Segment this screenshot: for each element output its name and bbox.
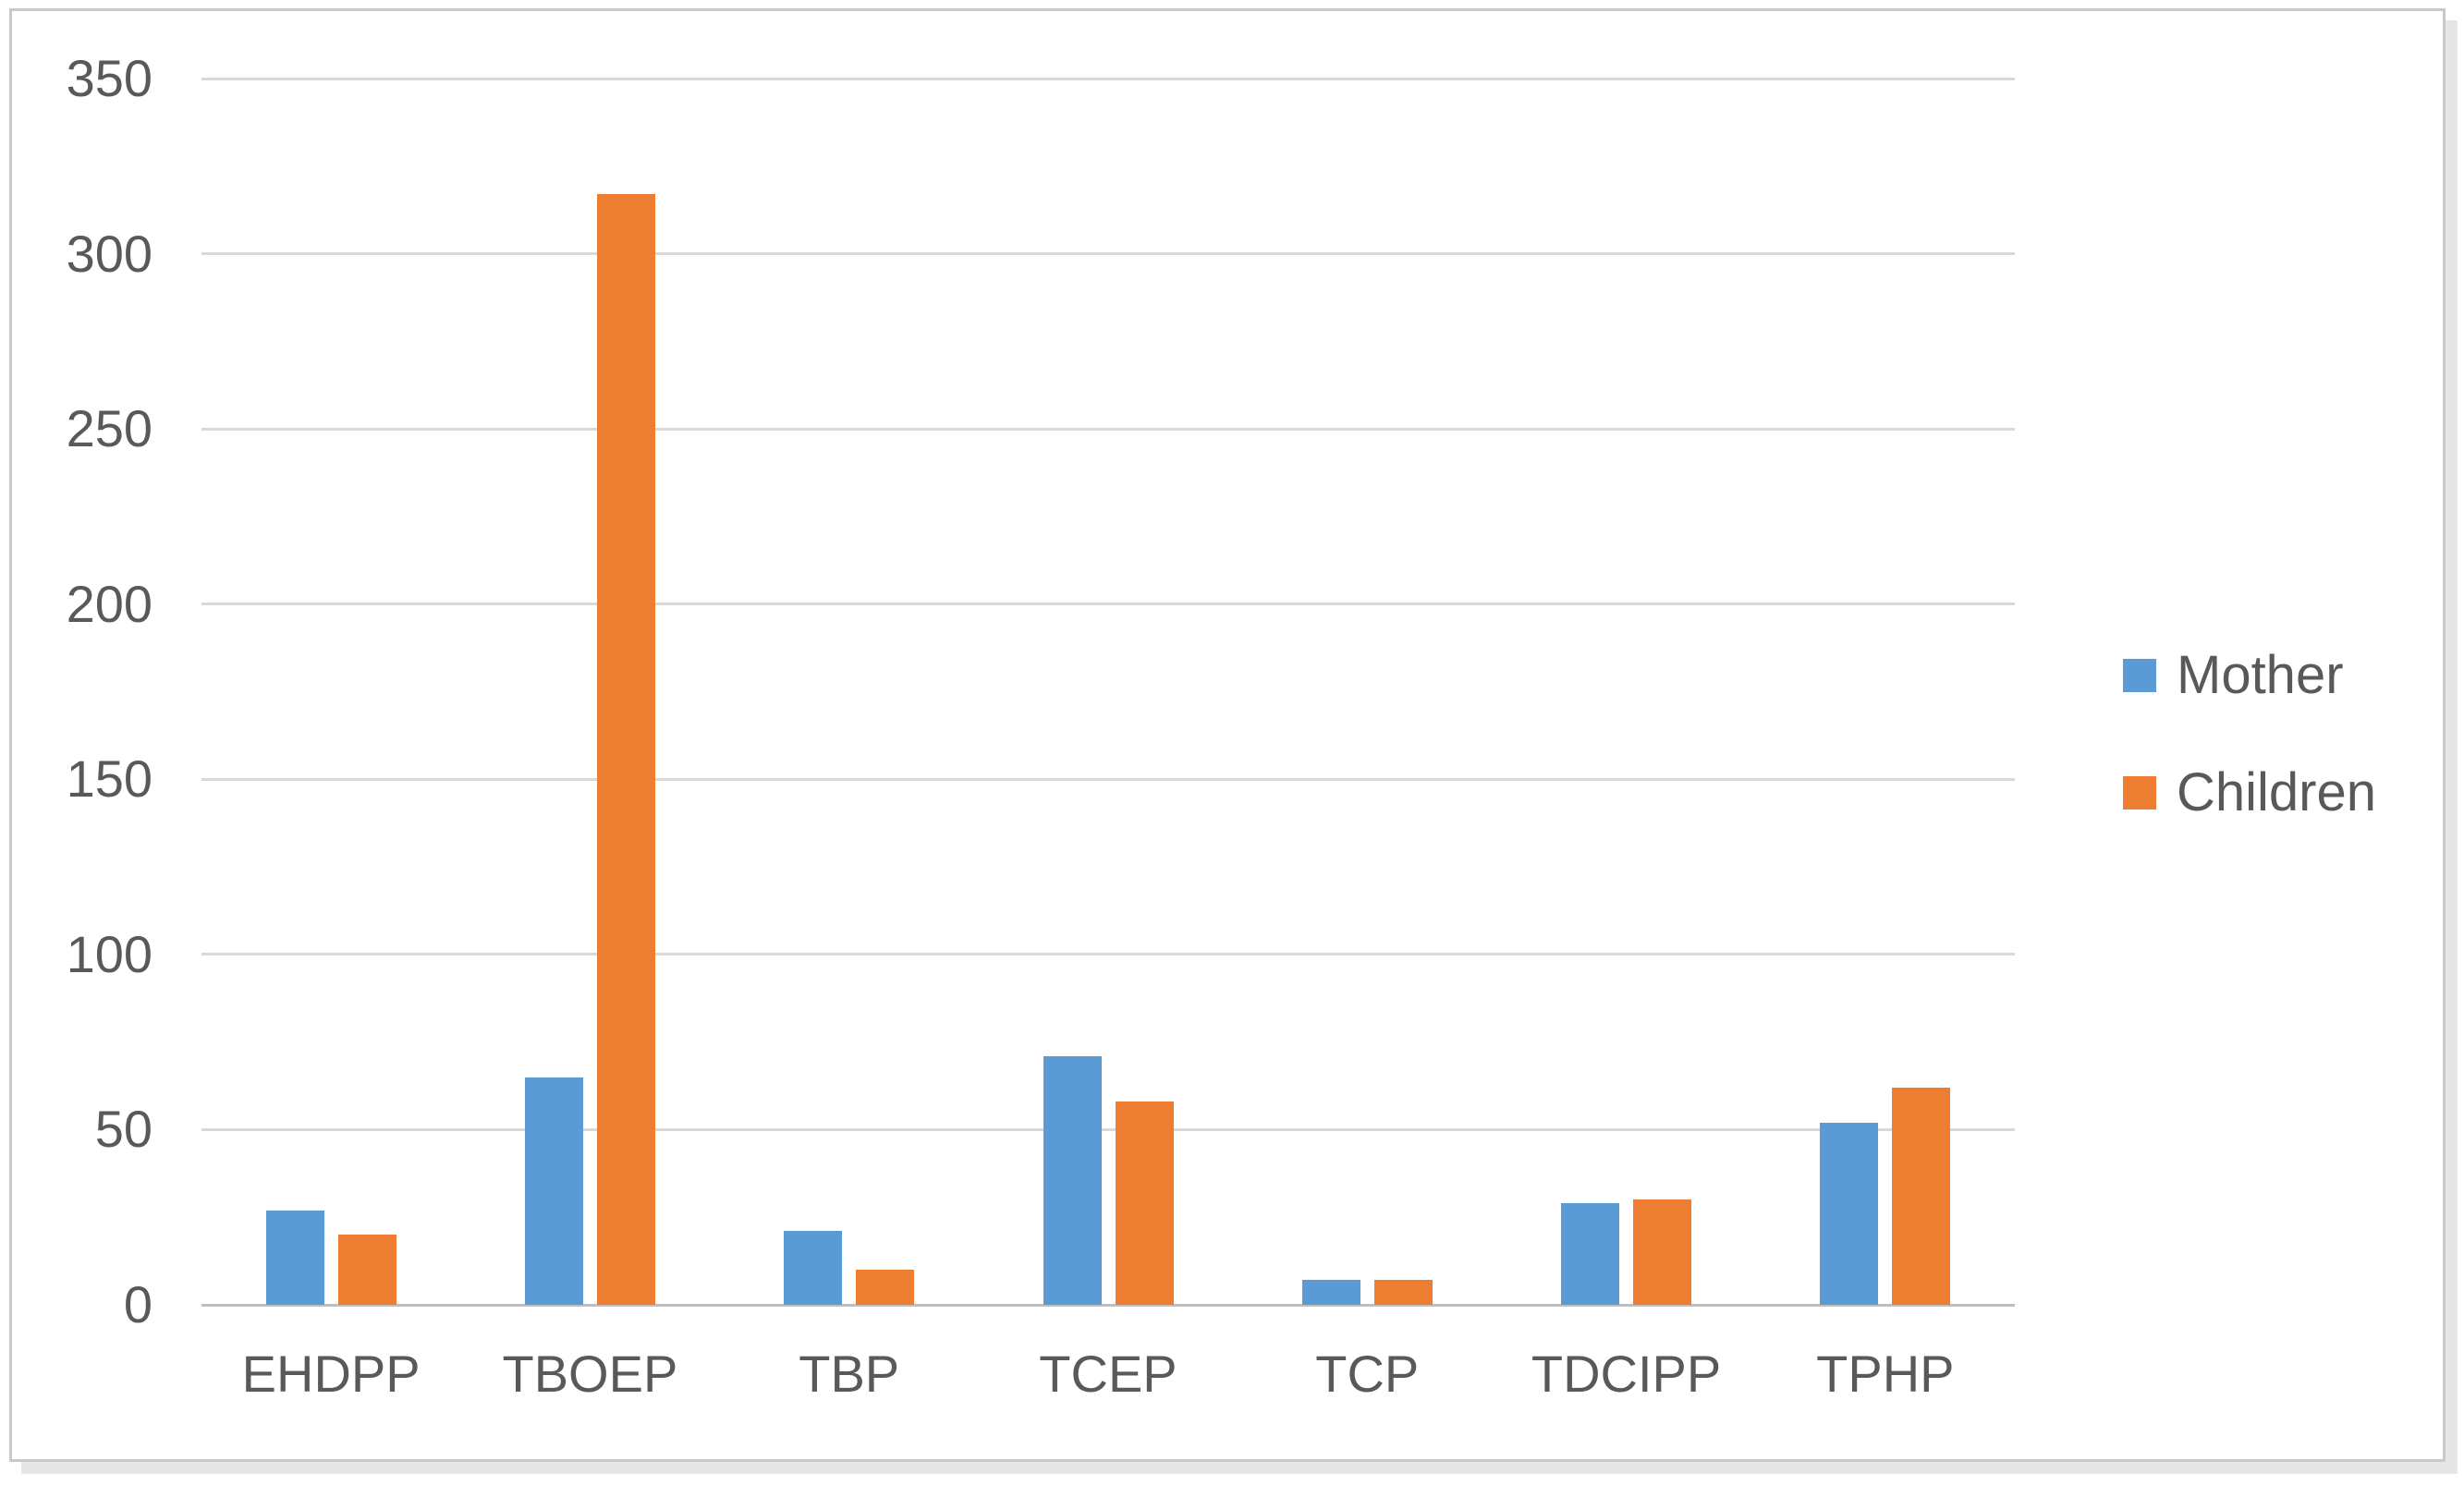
bar-children-TCP [1373, 1280, 1433, 1305]
legend: Mother Children [2123, 645, 2376, 822]
y-tick-label-0: 0 [123, 1275, 152, 1333]
x-axis-label-TBP: TBP [799, 1345, 900, 1403]
gridline-200 [201, 603, 2015, 606]
y-tick-label-150: 150 [66, 749, 152, 809]
y-tick-label-300: 300 [66, 224, 152, 283]
bar-children-TBP [856, 1270, 915, 1305]
y-tick-label-250: 250 [66, 399, 152, 458]
x-axis-label-EHDPP: EHDPP [241, 1345, 421, 1403]
chart-frame [9, 8, 2446, 1462]
bar-children-EHDPP [337, 1235, 396, 1305]
gridline-250 [201, 427, 2015, 431]
bar-mother-EHDPP [265, 1210, 324, 1305]
y-tick-label-100: 100 [66, 924, 152, 983]
bar-children-TDCIPP [1633, 1199, 1692, 1305]
bar-mother-TDCIPP [1561, 1203, 1620, 1305]
children-series-swatch [2123, 776, 2156, 809]
x-axis-label-TBOEP: TBOEP [502, 1345, 678, 1403]
x-axis-label-TCP: TCP [1315, 1345, 1420, 1403]
gridline-350 [201, 77, 2015, 80]
x-axis-line [201, 1303, 2015, 1307]
gridline-50 [201, 1127, 2015, 1131]
x-axis-label-TPHP: TPHP [1816, 1345, 1955, 1403]
gridline-300 [201, 252, 2015, 256]
gridline-150 [201, 777, 2015, 781]
bar-mother-TBOEP [524, 1077, 583, 1305]
legend-item-children: Children [2123, 762, 2376, 822]
y-tick-label-50: 50 [94, 1100, 152, 1159]
y-tick-label-350: 350 [66, 49, 152, 107]
mother-series-swatch [2123, 659, 2156, 692]
legend-item-mother: Mother [2123, 645, 2376, 705]
y-tick-label-200: 200 [66, 574, 152, 633]
bar-mother-TCEP [1043, 1055, 1102, 1305]
bar-children-TBOEP [596, 194, 655, 1305]
bar-children-TPHP [1892, 1087, 1951, 1305]
bar-mother-TBP [784, 1231, 843, 1305]
x-axis-label-TCEP: TCEP [1039, 1345, 1177, 1403]
legend-label-children: Children [2177, 762, 2376, 822]
gridline-100 [201, 953, 2015, 956]
bar-mother-TPHP [1820, 1122, 1879, 1305]
x-axis-label-TDCIPP: TDCIPP [1531, 1345, 1722, 1403]
bar-mother-TCP [1301, 1280, 1360, 1305]
bar-children-TCEP [1115, 1102, 1174, 1305]
legend-label-mother: Mother [2177, 645, 2344, 705]
